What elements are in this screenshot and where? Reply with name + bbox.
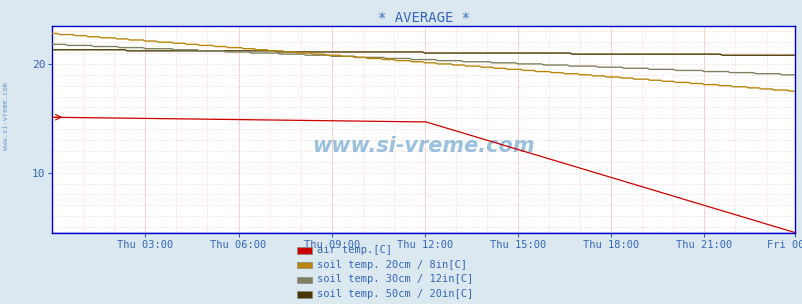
Text: soil temp. 20cm / 8in[C]: soil temp. 20cm / 8in[C]: [317, 260, 467, 270]
Text: air temp.[C]: air temp.[C]: [317, 245, 391, 255]
Text: soil temp. 30cm / 12in[C]: soil temp. 30cm / 12in[C]: [317, 275, 473, 284]
Text: www.si-vreme.com: www.si-vreme.com: [3, 81, 10, 150]
Text: soil temp. 50cm / 20in[C]: soil temp. 50cm / 20in[C]: [317, 289, 473, 299]
Text: www.si-vreme.com: www.si-vreme.com: [312, 136, 534, 156]
Title: * AVERAGE *: * AVERAGE *: [377, 11, 469, 25]
